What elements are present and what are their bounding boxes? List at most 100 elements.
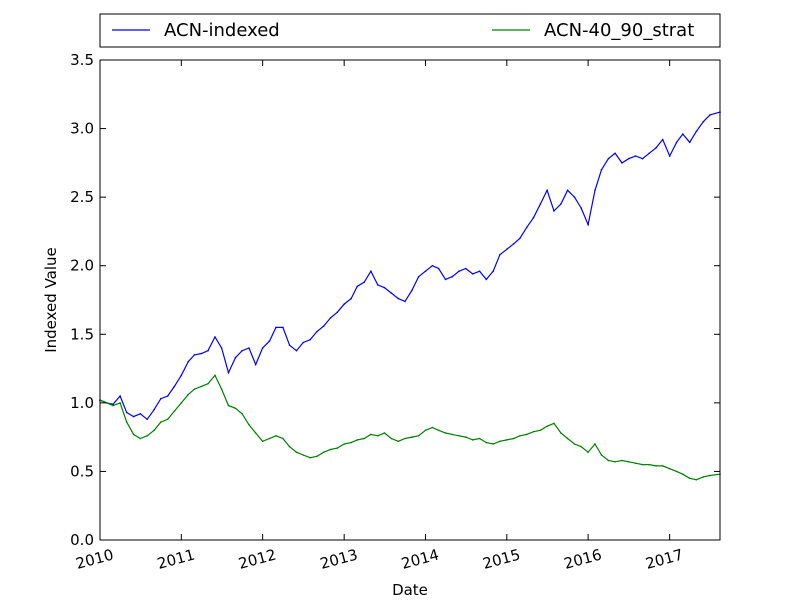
x-tick-label: 2011 (155, 546, 197, 573)
data-point (322, 325, 325, 327)
data-point (106, 402, 108, 404)
data-point (268, 340, 271, 342)
x-tick-label: 2014 (399, 546, 441, 573)
data-point (329, 448, 332, 451)
y-tick-label: 0.5 (70, 462, 94, 480)
data-point (336, 447, 339, 449)
data-point (316, 455, 318, 458)
x-tick-label: 2010 (74, 546, 116, 573)
y-tick-label: 1.5 (70, 325, 94, 343)
data-point (451, 433, 454, 436)
data-point (431, 264, 434, 267)
data-point (248, 347, 250, 349)
data-point (512, 437, 515, 440)
data-point (350, 297, 352, 300)
data-point (193, 354, 196, 356)
data-point (125, 411, 128, 414)
data-point (268, 437, 271, 440)
series-line-acn-indexed (99, 111, 721, 421)
data-point (187, 393, 189, 396)
data-point (580, 445, 582, 448)
data-point (302, 454, 305, 456)
data-point (254, 363, 257, 366)
data-point (424, 270, 427, 273)
data-point (566, 437, 569, 440)
data-point (512, 243, 515, 245)
y-tick-label: 3.0 (70, 120, 94, 138)
data-point (356, 439, 359, 441)
data-point (329, 317, 332, 319)
data-point (682, 473, 684, 476)
x-axis-label: Date (392, 581, 428, 599)
data-point (288, 445, 291, 448)
data-point (261, 440, 264, 443)
data-point (587, 451, 589, 454)
data-point (261, 347, 264, 349)
data-point (695, 478, 698, 481)
data-point (688, 141, 691, 144)
data-point (119, 395, 121, 397)
data-point (492, 270, 495, 273)
data-point (207, 382, 209, 385)
data-point (187, 360, 189, 363)
data-point (180, 374, 183, 377)
data-point (417, 435, 420, 437)
data-point (709, 474, 711, 477)
data-point (363, 281, 366, 284)
data-point (560, 432, 562, 434)
data-point (621, 162, 623, 164)
data-point (655, 465, 657, 467)
data-point (594, 443, 596, 445)
y-tick-label: 2.5 (70, 188, 94, 206)
x-tick-label: 2013 (318, 546, 360, 573)
data-point (634, 155, 637, 157)
data-point (614, 152, 616, 155)
data-point (173, 410, 176, 412)
data-point (411, 436, 413, 438)
data-point (193, 388, 196, 390)
data-point (478, 437, 481, 440)
data-point (444, 432, 447, 434)
data-point (282, 437, 284, 440)
data-point (295, 349, 298, 352)
data-point (234, 356, 237, 359)
legend-label-acn-indexed: ACN-indexed (164, 20, 280, 41)
data-point (383, 432, 386, 434)
data-point (424, 429, 427, 432)
series-line-acn-40-90-strat (99, 374, 721, 481)
data-point (350, 441, 352, 444)
data-point (254, 432, 257, 434)
data-point (275, 326, 277, 329)
data-point (125, 421, 128, 423)
data-point (627, 157, 630, 160)
data-point (539, 203, 542, 205)
data-point (702, 120, 705, 123)
data-point (682, 133, 684, 135)
data-point (390, 292, 393, 294)
data-point (560, 203, 562, 205)
series-acn-indexed (99, 111, 721, 421)
data-point (322, 451, 325, 454)
series-acn-40-90-strat (99, 374, 721, 481)
data-point (526, 226, 528, 229)
data-point (573, 196, 576, 198)
data-point (437, 267, 440, 270)
data-point (390, 437, 393, 440)
data-point (316, 330, 318, 333)
data-point (573, 443, 576, 445)
data-point (499, 253, 501, 256)
data-point (146, 435, 148, 437)
x-tick-label: 2012 (237, 546, 279, 573)
data-point (356, 285, 359, 288)
data-point (343, 443, 346, 445)
data-point (288, 344, 291, 347)
data-point (180, 402, 183, 404)
data-point (587, 223, 589, 226)
data-point (295, 451, 298, 454)
data-point (343, 303, 346, 305)
data-point (377, 284, 379, 286)
data-point (627, 461, 630, 463)
data-point (661, 465, 664, 467)
data-point (506, 248, 508, 251)
data-point (302, 341, 305, 344)
